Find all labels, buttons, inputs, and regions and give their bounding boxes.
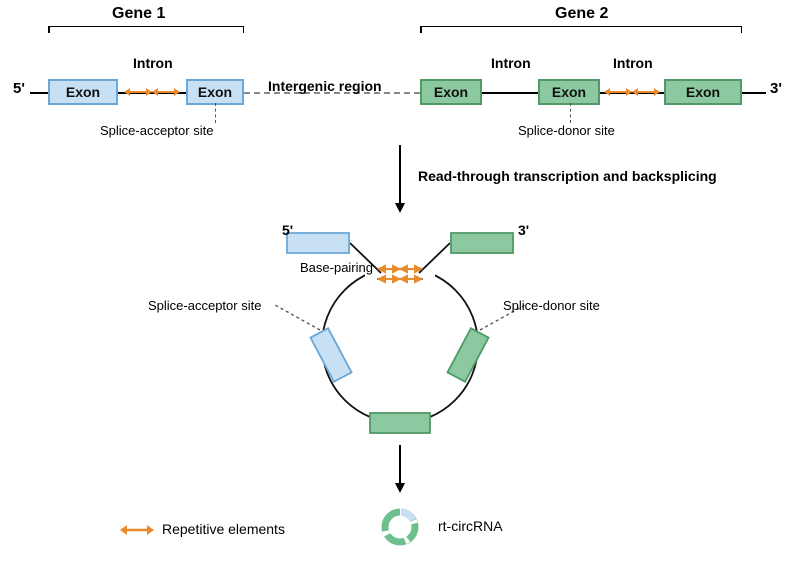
arrow2-shaft: [399, 445, 401, 485]
splice-acceptor-top-label: Splice-acceptor site: [100, 123, 213, 138]
gene1-intron-label: Intron: [133, 55, 173, 71]
legend-rep-label: Repetitive elements: [162, 521, 285, 537]
gene2-label: Gene 2: [555, 5, 608, 23]
gene2-bracket: [420, 26, 742, 27]
splice-donor-mid: Splice-donor site: [503, 298, 600, 313]
rtcirc-icon: [378, 505, 422, 549]
line-3p: [742, 92, 766, 94]
splice-donor-top-dash: [570, 103, 571, 123]
gene2-exon2: Exon: [538, 79, 600, 105]
gene1-label: Gene 1: [112, 5, 165, 23]
rep-arrow-1: [124, 84, 152, 100]
gene1-exon1: Exon: [48, 79, 118, 105]
five-prime-top: 5': [13, 80, 25, 97]
gene2-exon1: Exon: [420, 79, 482, 105]
intergenic-label: Intergenic region: [268, 78, 382, 94]
splice-acceptor-mid: Splice-acceptor site: [148, 298, 261, 313]
gene1-bracket: [48, 26, 244, 27]
gene2-intron1-label: Intron: [491, 55, 531, 71]
three-prime-top: 3': [770, 80, 782, 97]
rep-arrow-2: [152, 84, 180, 100]
rep-arrow-4: [632, 84, 660, 100]
mid-3prime: 3': [518, 222, 529, 238]
process-label: Read-through transcription and backsplic…: [418, 168, 717, 184]
backsplice-diagram: [205, 225, 595, 455]
line-5p: [30, 92, 48, 94]
rep-arrow-3: [604, 84, 632, 100]
base-pairing-label: Base-pairing: [300, 260, 373, 275]
gene2-intron1-line: [482, 92, 538, 94]
gene2-intron2-label: Intron: [613, 55, 653, 71]
gene1-exon2: Exon: [186, 79, 244, 105]
arrow1-head: [395, 203, 405, 213]
legend-rep-arrow: [120, 522, 154, 538]
rtcirc-label: rt-circRNA: [438, 518, 503, 534]
gene2-exon3: Exon: [664, 79, 742, 105]
splice-acceptor-top-dash: [215, 103, 216, 123]
mid-5prime: 5': [282, 222, 293, 238]
splice-donor-top-label: Splice-donor site: [518, 123, 615, 138]
arrow2-head: [395, 483, 405, 493]
arrow1-shaft: [399, 145, 401, 205]
